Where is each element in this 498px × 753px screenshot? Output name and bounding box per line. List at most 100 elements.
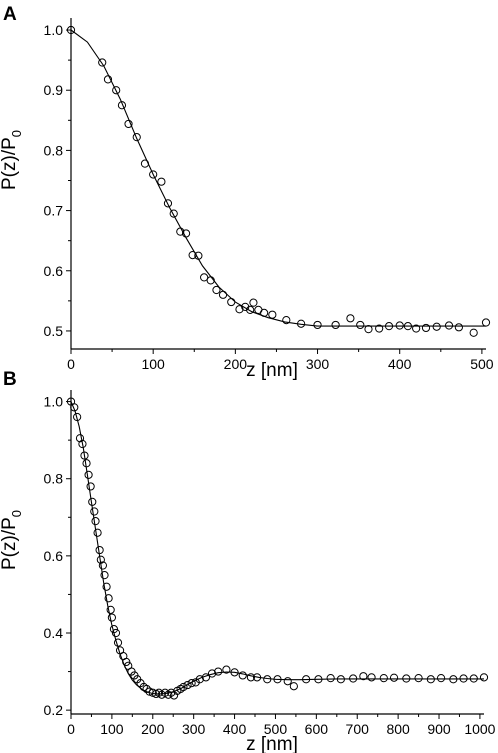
data-point [367,673,376,682]
data-point [113,638,123,647]
data-point [246,305,255,314]
data-point [194,251,203,260]
data-point [78,439,87,449]
panel-a-letter: A [3,4,17,25]
data-point [222,665,231,674]
panel-b-y-axis-label-main: P(z)/P [0,517,20,570]
data-point [212,285,221,295]
x-tick-label: 1000 [464,721,495,737]
data-point [112,86,121,95]
data-point [149,170,158,179]
data-point [268,310,277,319]
x-tick-label: 500 [264,721,288,737]
data-point [86,482,95,491]
data-point [107,613,116,622]
data-point [336,675,345,684]
data-point [283,677,292,686]
data-point [157,177,166,186]
data-point [469,328,478,337]
data-point [479,673,489,682]
data-point [313,320,322,330]
data-point [289,682,298,691]
data-point [249,298,258,307]
x-tick-label: 100 [100,721,124,737]
panel-b-letter: B [3,369,17,390]
data-point [195,675,204,684]
panel-b-y-axis-label: P(z)/P0 [0,510,24,570]
data-point [109,625,119,634]
data-point [167,688,176,697]
x-tick-label: 300 [306,356,330,372]
panel-b: B 0 100 200 300 400 500 600 700 800 900 1000 0.2 0.4… [0,369,496,753]
panel-a: A 0 100 200 300 400 500 0.5 0.6 0.7 0.8 0.9 1.0 z [… [0,4,494,381]
data-point [364,325,373,334]
data-point [314,675,323,684]
data-point [176,227,185,236]
fit-curve [70,401,484,695]
data-point [140,159,150,168]
data-point [384,322,394,331]
svg-text:P(z)/P0: P(z)/P0 [0,510,24,570]
data-point [84,470,93,479]
panel-a-plot-area: 0 100 200 300 400 500 0.5 0.6 0.7 0.8 0.9 1.0 [44,18,494,372]
panel-b-y-axis-label-sub: 0 [9,510,24,517]
data-point [346,314,355,323]
svg-text:P(z)/P0: P(z)/P0 [0,130,24,190]
data-point [331,320,340,330]
data-point [207,669,217,678]
data-point [163,199,173,208]
data-point [414,674,423,683]
data-point [444,321,454,330]
data-point [91,517,100,526]
data-point [252,673,262,682]
x-tick-label: 400 [388,356,412,372]
y-tick-label: 1.0 [44,394,64,410]
x-tick-label: 200 [224,356,248,372]
y-tick-label: 0.8 [44,142,64,158]
data-point [395,321,404,330]
data-point [90,507,99,516]
data-point [379,674,388,683]
data-point [459,674,468,683]
data-point [93,528,102,537]
x-tick-label: 500 [470,356,494,372]
data-point [169,209,178,218]
data-point [389,673,399,682]
data-point [436,674,446,683]
data-point [103,75,113,84]
data-point [95,545,104,555]
panel-a-x-axis-label: z [nm] [246,360,298,381]
data-point [235,305,244,314]
data-point [263,675,272,684]
panel-b-x-axis-label: z [nm] [246,734,298,753]
data-point [214,667,223,676]
data-point [122,657,131,667]
x-tick-label: 100 [141,356,165,372]
data-point [326,674,335,683]
data-point [426,675,435,684]
data-point [302,675,311,684]
data-point [132,133,141,142]
panel-a-y-axis-label-sub: 0 [9,130,24,137]
data-point [260,308,269,317]
x-tick-label: 0 [67,721,75,737]
data-point [375,324,384,333]
y-tick-label: 0.4 [44,625,64,641]
x-tick-label: 300 [182,721,206,737]
data-point [187,679,196,688]
y-tick-label: 0.7 [44,203,64,219]
data-point [200,273,209,282]
data-point [206,276,215,285]
y-tick-label: 0.5 [44,323,64,339]
data-point [80,451,89,460]
data-point [282,316,291,325]
data-point [73,412,82,422]
panel-a-y-axis-label-main: P(z)/P [0,137,20,190]
data-point [201,673,211,682]
data-point [349,674,358,683]
data-point [421,323,431,333]
data-point [402,674,411,683]
panel-a-y-axis-label: P(z)/P0 [0,130,24,190]
x-tick-label: 400 [223,721,247,737]
x-tick-label: 600 [305,721,329,737]
